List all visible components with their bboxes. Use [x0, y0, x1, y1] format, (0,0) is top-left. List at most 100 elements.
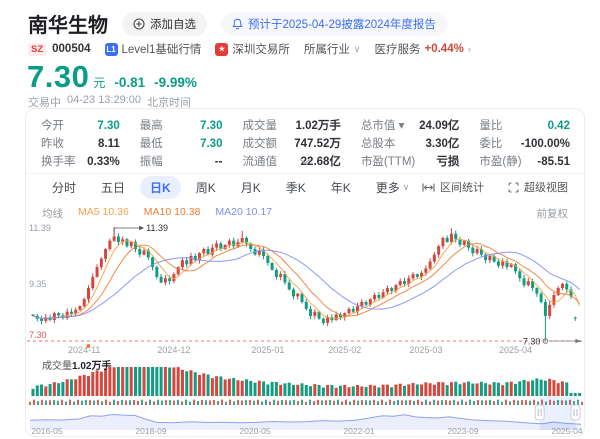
volume-label: 成交量1.02万手 — [42, 357, 111, 372]
super-view-label: 超级视图 — [524, 182, 568, 194]
svg-text:7.30: 7.30 — [29, 330, 47, 340]
tab-daily-k[interactable]: 日K — [140, 175, 181, 199]
stats-expand-button[interactable] — [299, 158, 311, 165]
add-watchlist-button[interactable]: 添加自选 — [122, 11, 207, 36]
range-stat-icon — [422, 183, 435, 191]
stat-cell-0-4: 量比 0.42 — [479, 120, 570, 132]
stat-cell-2-4: 市盈(静) -85.51 — [479, 156, 570, 168]
trading-status: 交易中 — [28, 97, 61, 109]
stat-cell-0-1: 最高 7.30 — [139, 120, 223, 132]
svg-text:11.39: 11.39 — [146, 223, 168, 233]
chevron-right-icon: › — [467, 44, 471, 54]
chevron-down-icon: ∨ — [353, 43, 361, 54]
stat-cell-0-2: 成交量 1.02万手 — [242, 120, 341, 132]
stat-cell-1-2: 成交额 747.52万 — [242, 138, 341, 150]
svg-text:2025-02: 2025-02 — [328, 345, 361, 355]
quote-level-label: Level1基础行情 — [121, 44, 202, 56]
stock-code: 000504 — [52, 43, 91, 55]
svg-text:2024-12: 2024-12 — [157, 345, 190, 355]
industry-link[interactable]: 医疗服务 +0.44% › — [375, 41, 471, 57]
event-dot[interactable] — [86, 344, 91, 348]
market-badge: SZ — [28, 42, 47, 56]
stat-cell-0-3: 总市值 ▾ 24.09亿 — [360, 120, 460, 132]
stat-cell-2-0: 换手率 0.33% — [41, 156, 120, 168]
exchange-label: 深圳交易所 — [232, 44, 290, 56]
industry-change: +0.44% — [424, 43, 464, 55]
stats-grid: 今开 7.30 最高 7.30 成交量 1.02万手 总市值 ▾ 24.09亿 量比 0.42 昨收… — [41, 118, 570, 170]
tab-weekly-k[interactable]: 周K — [195, 180, 216, 195]
timezone-label: 北京时间 — [147, 97, 192, 109]
super-view-icon — [508, 181, 519, 193]
price-change: -0.81 — [114, 75, 146, 90]
svg-text:2018-09: 2018-09 — [135, 426, 166, 436]
svg-text:2020-05: 2020-05 — [239, 426, 270, 436]
ma10-legend: MA10 10.38 — [143, 206, 201, 218]
volume-value: 1.02万手 — [72, 361, 112, 372]
stat-cell-1-0: 昨收 8.11 — [41, 138, 120, 150]
announcement-banner[interactable]: 预计于2025-04-29披露2024年度报告 — [221, 11, 447, 36]
stat-cell-1-1: 最低 7.30 — [139, 138, 223, 150]
announcement-text: 预计于2025-04-29披露2024年度报告 — [248, 18, 436, 31]
ma-legend: 均线 MA5 10.36 MA10 10.38 MA20 10.17 前复权 — [42, 206, 568, 221]
svg-text:2025-04: 2025-04 — [551, 426, 582, 436]
svg-text:11.39: 11.39 — [29, 223, 51, 233]
period-tabs: 分时 五日 日K 周K 月K 季K 年K 更多 ∨ — [42, 175, 419, 199]
stock-title: 南华生物 — [28, 15, 108, 37]
industry-dropdown[interactable]: 所属行业 ∨ — [304, 41, 361, 57]
stat-cell-0-0: 今开 7.30 — [41, 120, 120, 132]
quote-card: 今开 7.30 最高 7.30 成交量 1.02万手 总市值 ▾ 24.09亿 量比 0.42 昨收… — [25, 108, 585, 437]
price-change-pct: -9.99% — [154, 75, 197, 90]
svg-text:2025-03: 2025-03 — [409, 345, 442, 355]
svg-text:2025-04: 2025-04 — [499, 345, 532, 355]
super-view-button[interactable]: 超级视图 — [508, 179, 568, 195]
navigator-handle-right[interactable] — [570, 404, 581, 421]
svg-text:2023-09: 2023-09 — [447, 426, 478, 436]
chevron-down-icon: ∨ — [402, 181, 410, 192]
chevron-down-icon — [299, 158, 311, 165]
bell-icon — [232, 18, 243, 29]
add-watchlist-label: 添加自选 — [150, 18, 196, 31]
szse-icon: ★ — [215, 42, 229, 56]
tab-more[interactable]: 更多 ∨ — [375, 180, 410, 195]
stat-cell-2-2: 流通值 22.68亿 — [242, 156, 341, 168]
industry-dropdown-label: 所属行业 — [303, 44, 350, 56]
current-price: 7.30 — [27, 59, 90, 94]
tab-monthly-k[interactable]: 月K — [240, 180, 261, 195]
svg-text:2016-05: 2016-05 — [31, 426, 62, 436]
ma-label: 均线 — [42, 208, 63, 220]
tab-yearly-k[interactable]: 年K — [330, 180, 351, 195]
svg-text:2025-01: 2025-01 — [251, 345, 284, 355]
ma5-legend: MA5 10.36 — [78, 206, 129, 218]
svg-text:7.30: 7.30 — [523, 337, 541, 347]
quote-time: 04-23 13:29:00 — [67, 94, 142, 106]
header: 南华生物 添加自选 预计于2025-04-29披露2024年度报告 — [28, 9, 447, 38]
price-block: 7.30 元 -0.81 -9.99% — [27, 59, 197, 95]
tab-quarterly-k[interactable]: 季K — [285, 180, 306, 195]
stat-cell-2-3: 市盈(TTM) 亏损 — [360, 156, 460, 168]
stat-cell-1-3: 总股本 3.30亿 — [360, 138, 460, 150]
chart-tools: 区间统计 超级视图 — [422, 179, 568, 195]
svg-text:2022-01: 2022-01 — [343, 426, 374, 436]
level1-icon: L1 — [104, 42, 118, 56]
exchange: ★ 深圳交易所 — [215, 41, 290, 57]
price-unit: 元 — [93, 76, 106, 90]
range-stat-button[interactable]: 区间统计 — [422, 179, 484, 195]
range-stat-label: 区间统计 — [440, 182, 484, 194]
trading-status-row: 交易中 04-23 13:29:00 北京时间 — [28, 94, 191, 110]
volume-title: 成交量 — [42, 361, 72, 372]
chart-toolbar: 分时 五日 日K 周K 月K 季K 年K 更多 ∨ 区间统计 超级视图 — [26, 173, 584, 200]
stat-cell-1-4: 委比 -100.00% — [479, 138, 570, 150]
industry-name: 医疗服务 — [374, 44, 421, 56]
stock-meta-row: SZ 000504 L1 Level1基础行情 ★ 深圳交易所 所属行业 ∨ 医… — [28, 41, 479, 57]
stat-cell-2-1: 振幅 -- — [139, 156, 223, 168]
navigator[interactable]: 2016-05 2018-09 2020-05 2022-01 2023-09 2025-… — [29, 397, 583, 436]
navigator-handle-left[interactable] — [534, 404, 545, 421]
ma20-legend: MA20 10.17 — [215, 206, 273, 218]
svg-text:2024-11: 2024-11 — [68, 345, 100, 355]
tab-five-day[interactable]: 五日 — [101, 180, 126, 195]
tab-time-sharing[interactable]: 分时 — [52, 180, 77, 195]
adjust-mode-button[interactable]: 前复权 — [536, 208, 569, 220]
candlestick-chart[interactable]: 11.39 9.35 7.30 2024-11 2024-12 2025-01 2025-0… — [27, 219, 584, 437]
plus-circle-icon — [133, 17, 145, 30]
